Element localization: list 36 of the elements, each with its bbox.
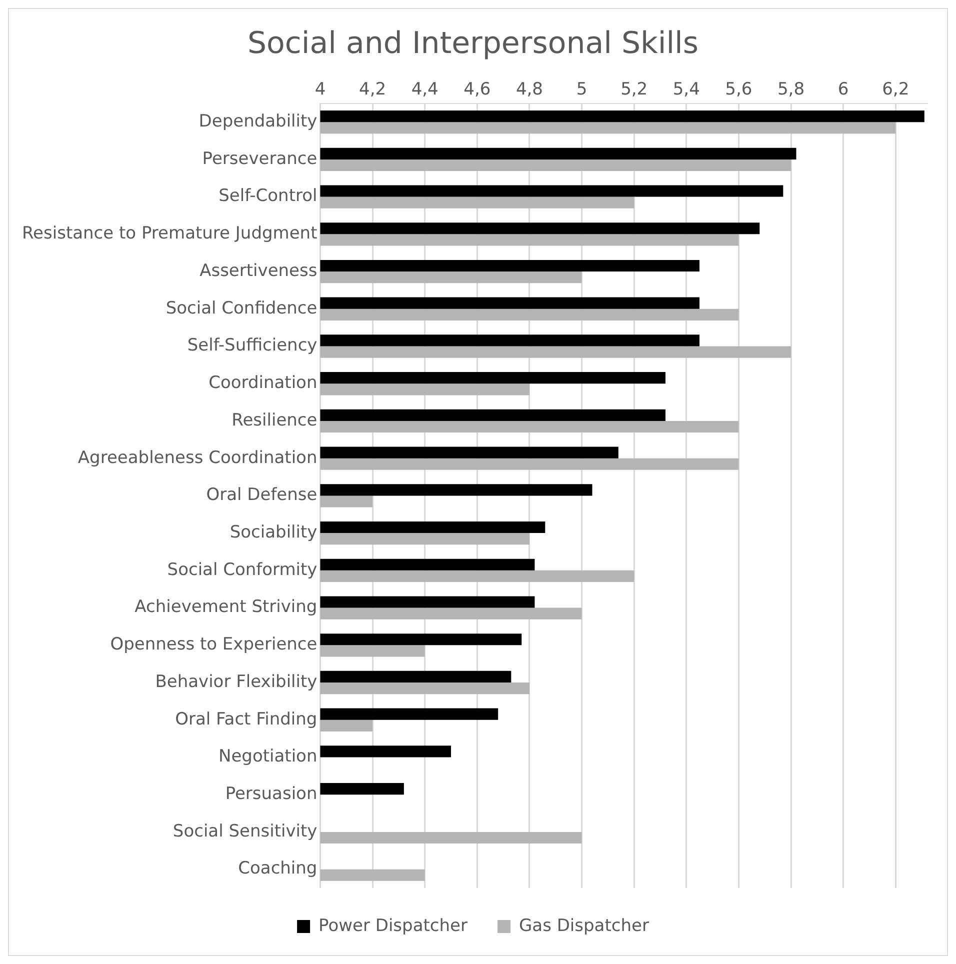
legend-label: Power Dispatcher [318,916,468,936]
y-tick-label: Sociability [230,522,318,542]
y-tick-label: Achievement Striving [134,597,318,618]
x-tick-label: 5,4 [672,80,700,100]
y-tick-label: Social Conformity [167,560,318,580]
y-tick-label: Social Sensitivity [172,821,318,842]
y-tick-label: Negotiation [218,746,318,767]
y-tick-label: Behavior Flexibility [155,672,318,692]
x-tick-label: 4,4 [411,80,438,100]
x-tick-label: 4,6 [464,80,491,100]
x-tick-label: 6 [838,80,849,100]
x-tick-label: 5 [576,80,588,100]
y-tick-label: Self-Control [218,186,318,206]
y-tick-label: Resilience [232,410,318,430]
chart-title: Social and Interpersonal Skills [247,26,699,61]
x-tick-label: 5,2 [620,80,648,100]
y-tick-label: Social Confidence [166,298,318,318]
legend-label: Gas Dispatcher [518,916,649,936]
x-tick-label: 5,6 [725,80,752,100]
y-tick-label: Resistance to Premature Judgment [22,224,318,244]
y-tick-label: Coordination [208,373,318,394]
y-tick-label: Self-Sufficiency [187,336,318,356]
x-tick-label: 4,2 [359,80,386,100]
y-tick-label: Oral Fact Finding [175,709,318,730]
y-tick-label: Coaching [238,858,318,879]
x-tick-label: 4,8 [516,80,543,100]
x-tick-label: 5,8 [777,80,805,100]
y-tick-label: Dependability [198,112,318,132]
y-tick-label: Persuasion [225,784,318,804]
y-tick-label: Perseverance [202,148,318,169]
y-tick-label: Assertiveness [200,260,318,281]
x-tick-label: 4 [314,80,326,100]
y-tick-label: Oral Defense [206,485,318,506]
y-tick-label: Openness to Experience [110,634,318,655]
y-tick-label: Agreeableness Coordination [78,448,318,468]
x-tick-label: 6,2 [882,80,910,100]
